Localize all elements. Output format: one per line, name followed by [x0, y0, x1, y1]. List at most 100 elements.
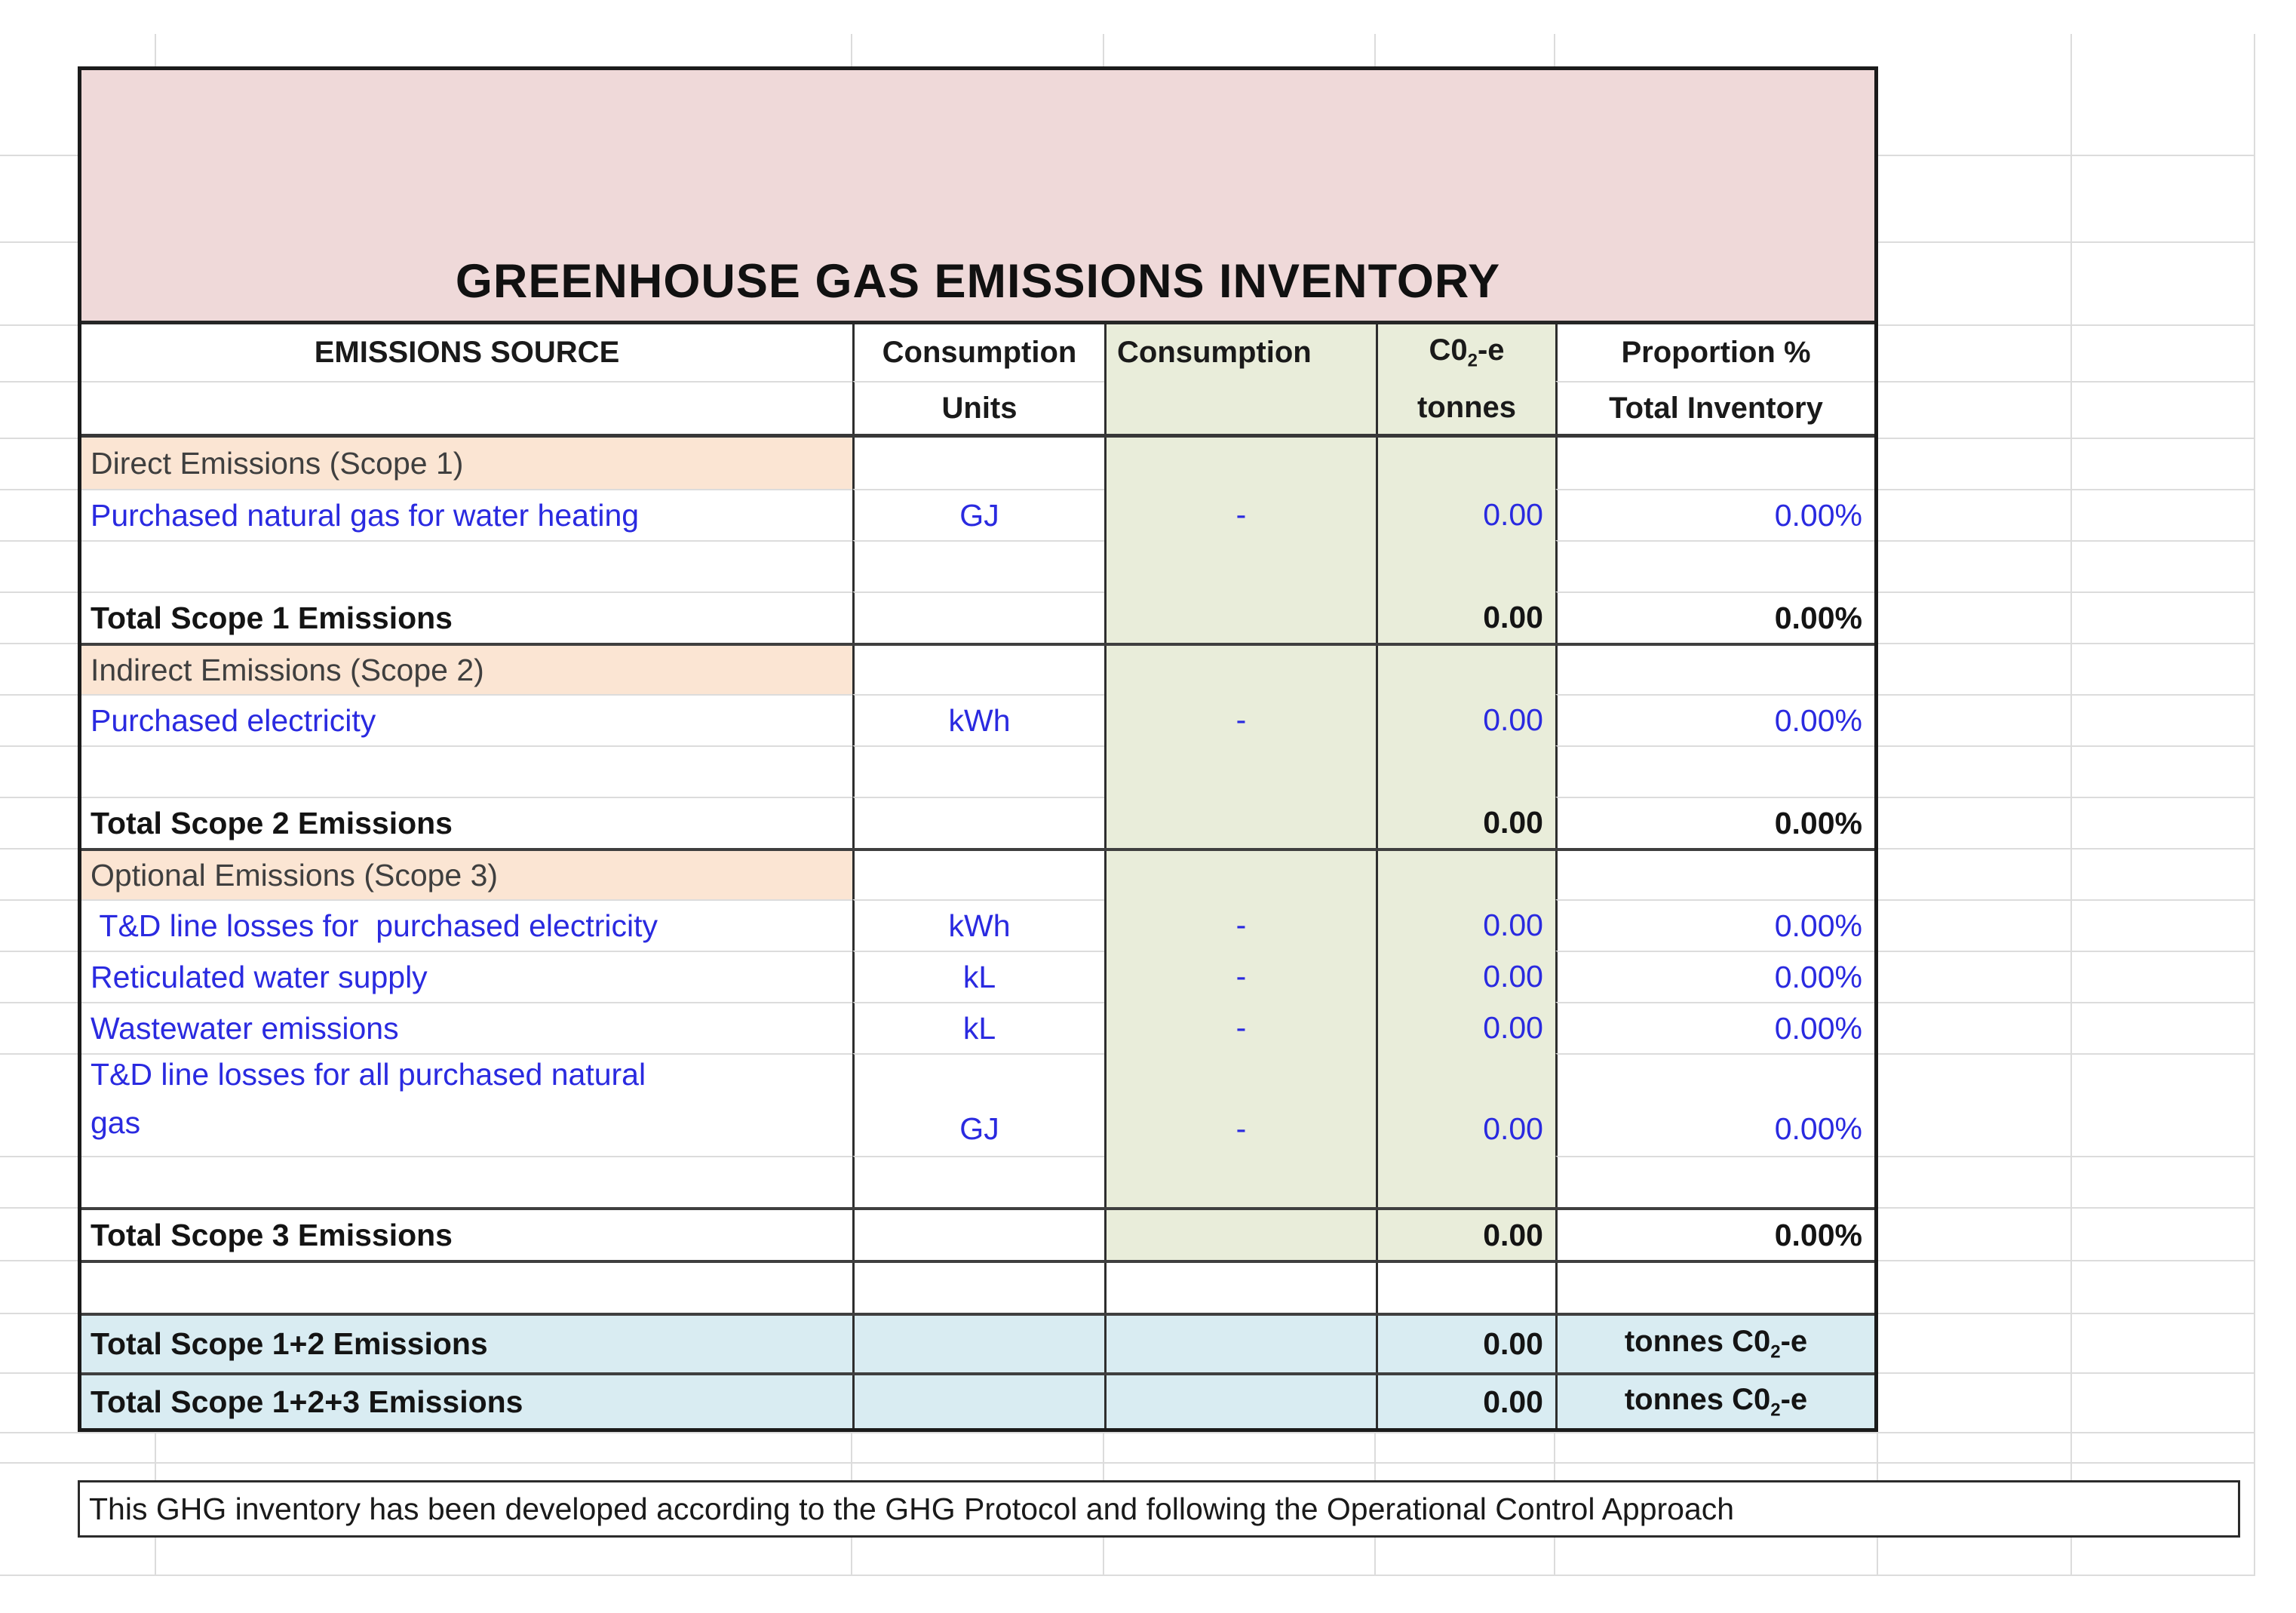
header-consumption-units-line2[interactable]: Units [852, 381, 1104, 434]
cell-units-2[interactable] [852, 540, 1104, 591]
cell-units-3[interactable] [852, 591, 1104, 643]
cell-units-0[interactable] [852, 438, 1104, 489]
cell-consumption-1[interactable]: - [1104, 489, 1376, 540]
cell-co2e-11[interactable]: 0.00 [1376, 1002, 1555, 1053]
cell-units-6[interactable] [852, 745, 1104, 797]
header-consumption-units-line1[interactable]: Consumption [852, 324, 1104, 381]
cell-label-16[interactable]: Total Scope 1+2 Emissions [81, 1316, 852, 1372]
cell-consumption-9[interactable]: - [1104, 899, 1376, 951]
cell-proportion-10[interactable]: 0.00% [1555, 951, 1874, 1002]
cell-co2e-7[interactable]: 0.00 [1376, 797, 1555, 848]
cell-co2e-14[interactable]: 0.00 [1376, 1210, 1555, 1260]
header-consumption-blank[interactable] [1104, 381, 1376, 434]
cell-label-10[interactable]: Reticulated water supply [81, 951, 852, 1002]
cell-proportion-4[interactable] [1555, 646, 1874, 694]
cell-label-4[interactable]: Indirect Emissions (Scope 2) [81, 646, 852, 694]
cell-units-4[interactable] [852, 646, 1104, 694]
header-co2e-line1[interactable]: C02-e [1376, 324, 1555, 381]
cell-label-17[interactable]: Total Scope 1+2+3 Emissions [81, 1375, 852, 1428]
cell-co2e-16[interactable]: 0.00 [1376, 1316, 1555, 1372]
cell-units-14[interactable] [852, 1210, 1104, 1260]
cell-consumption-17[interactable] [1104, 1375, 1376, 1428]
cell-label-7[interactable]: Total Scope 2 Emissions [81, 797, 852, 848]
cell-units-8[interactable] [852, 851, 1104, 899]
cell-co2e-6[interactable] [1376, 745, 1555, 797]
cell-co2e-13[interactable] [1376, 1156, 1555, 1207]
cell-consumption-4[interactable] [1104, 646, 1376, 694]
cell-units-5[interactable]: kWh [852, 694, 1104, 745]
cell-co2e-2[interactable] [1376, 540, 1555, 591]
cell-units-16[interactable] [852, 1316, 1104, 1372]
footer-note-cell[interactable]: This GHG inventory has been developed ac… [78, 1480, 2240, 1538]
cell-label-0[interactable]: Direct Emissions (Scope 1) [81, 438, 852, 489]
cell-consumption-13[interactable] [1104, 1156, 1376, 1207]
cell-consumption-5[interactable]: - [1104, 694, 1376, 745]
cell-units-11[interactable]: kL [852, 1002, 1104, 1053]
cell-label-14[interactable]: Total Scope 3 Emissions [81, 1210, 852, 1260]
cell-units-12[interactable]: GJ [852, 1053, 1104, 1156]
cell-co2e-10[interactable]: 0.00 [1376, 951, 1555, 1002]
cell-consumption-8[interactable] [1104, 851, 1376, 899]
cell-label-2[interactable] [81, 540, 852, 591]
cell-proportion-1[interactable]: 0.00% [1555, 489, 1874, 540]
cell-consumption-11[interactable]: - [1104, 1002, 1376, 1053]
cell-proportion-11[interactable]: 0.00% [1555, 1002, 1874, 1053]
cell-proportion-6[interactable] [1555, 745, 1874, 797]
cell-proportion-13[interactable] [1555, 1156, 1874, 1207]
cell-consumption-15[interactable] [1104, 1263, 1376, 1313]
cell-label-6[interactable] [81, 745, 852, 797]
cell-proportion-16[interactable]: tonnes C02-e [1555, 1316, 1874, 1372]
cell-co2e-15[interactable] [1376, 1263, 1555, 1313]
header-emissions-source-blank[interactable] [81, 381, 852, 434]
cell-label-3[interactable]: Total Scope 1 Emissions [81, 591, 852, 643]
cell-consumption-6[interactable] [1104, 745, 1376, 797]
cell-units-1[interactable]: GJ [852, 489, 1104, 540]
cell-consumption-0[interactable] [1104, 438, 1376, 489]
cell-consumption-10[interactable]: - [1104, 951, 1376, 1002]
header-proportion-line2[interactable]: Total Inventory [1555, 381, 1874, 434]
cell-co2e-17[interactable]: 0.00 [1376, 1375, 1555, 1428]
cell-label-13[interactable] [81, 1156, 852, 1207]
cell-consumption-12[interactable]: - [1104, 1053, 1376, 1156]
cell-label-9[interactable]: T&D line losses for purchased electricit… [81, 899, 852, 951]
cell-consumption-2[interactable] [1104, 540, 1376, 591]
cell-proportion-12[interactable]: 0.00% [1555, 1053, 1874, 1156]
cell-proportion-0[interactable] [1555, 438, 1874, 489]
cell-label-1[interactable]: Purchased natural gas for water heating [81, 489, 852, 540]
cell-co2e-8[interactable] [1376, 851, 1555, 899]
cell-proportion-5[interactable]: 0.00% [1555, 694, 1874, 745]
cell-co2e-3[interactable]: 0.00 [1376, 591, 1555, 643]
header-emissions-source[interactable]: EMISSIONS SOURCE [314, 336, 620, 369]
cell-units-17[interactable] [852, 1375, 1104, 1428]
cell-units-13[interactable] [852, 1156, 1104, 1207]
cell-co2e-1[interactable]: 0.00 [1376, 489, 1555, 540]
cell-consumption-14[interactable] [1104, 1210, 1376, 1260]
cell-proportion-7[interactable]: 0.00% [1555, 797, 1874, 848]
cell-units-15[interactable] [852, 1263, 1104, 1313]
cell-co2e-0[interactable] [1376, 438, 1555, 489]
cell-label-5[interactable]: Purchased electricity [81, 694, 852, 745]
cell-consumption-7[interactable] [1104, 797, 1376, 848]
cell-consumption-16[interactable] [1104, 1316, 1376, 1372]
cell-units-10[interactable]: kL [852, 951, 1104, 1002]
header-co2e-line2[interactable]: tonnes [1376, 381, 1555, 434]
cell-proportion-14[interactable]: 0.00% [1555, 1210, 1874, 1260]
header-proportion-line1[interactable]: Proportion % [1555, 324, 1874, 381]
cell-co2e-4[interactable] [1376, 646, 1555, 694]
cell-co2e-5[interactable]: 0.00 [1376, 694, 1555, 745]
table-title-cell[interactable]: GREENHOUSE GAS EMISSIONS INVENTORY [81, 70, 1874, 324]
cell-consumption-3[interactable] [1104, 591, 1376, 643]
cell-co2e-9[interactable]: 0.00 [1376, 899, 1555, 951]
cell-units-9[interactable]: kWh [852, 899, 1104, 951]
cell-proportion-9[interactable]: 0.00% [1555, 899, 1874, 951]
cell-proportion-17[interactable]: tonnes C02-e [1555, 1375, 1874, 1428]
cell-proportion-15[interactable] [1555, 1263, 1874, 1313]
cell-proportion-3[interactable]: 0.00% [1555, 591, 1874, 643]
cell-label-12[interactable]: T&D line losses for all purchased natura… [81, 1053, 852, 1156]
cell-label-15[interactable] [81, 1263, 852, 1313]
cell-proportion-8[interactable] [1555, 851, 1874, 899]
cell-label-11[interactable]: Wastewater emissions [81, 1002, 852, 1053]
cell-label-8[interactable]: Optional Emissions (Scope 3) [81, 851, 852, 899]
cell-units-7[interactable] [852, 797, 1104, 848]
cell-proportion-2[interactable] [1555, 540, 1874, 591]
